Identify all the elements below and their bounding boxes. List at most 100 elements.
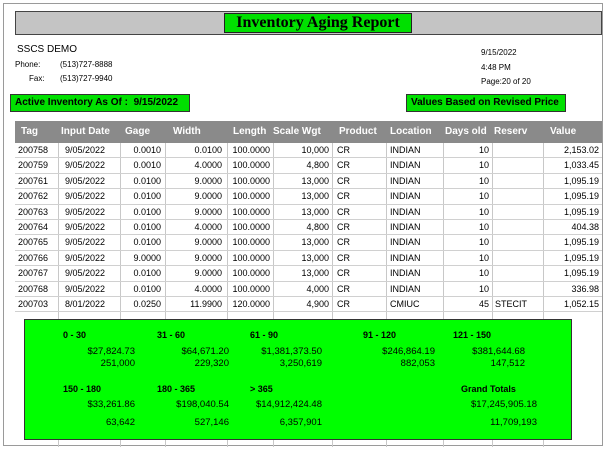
table-row: 200761 9/05/2022 0.0100 9.0000 100.0000 … [15,174,602,190]
cell-location: INDIAN [390,206,421,217]
bucket-weight: 63,642 [105,417,135,428]
bucket-label: 61 - 90 [250,330,279,340]
cell-gage: 9.0000 [133,252,161,263]
cell-tag: 200765 [18,237,49,248]
cell-value: 1,095.19 [563,237,599,248]
cell-scale-wgt: 10,000 [301,145,329,155]
column-divider [227,143,228,447]
cell-location: INDIAN [390,145,421,155]
fax-label: Fax: [29,74,45,83]
cell-location: INDIAN [390,222,421,232]
bucket-weight: 251,000 [100,358,135,369]
cell-input-date: 9/05/2022 [65,283,106,294]
cell-tag: 200758 [18,145,49,155]
table-row: 200764 9/05/2022 0.0100 4.0000 100.0000 … [15,220,602,236]
col-header-length: Length [233,126,267,137]
cell-tag: 200766 [18,252,49,263]
cell-location: CMIUC [390,299,420,309]
table-row: 200763 9/05/2022 0.0100 9.0000 100.0000 … [15,205,602,221]
cell-tag: 200761 [18,175,49,186]
cell-days-old: 10 [478,222,489,232]
report-time: 4:48 PM [481,63,511,72]
cell-length: 100.0000 [232,145,270,155]
cell-gage: 0.0100 [133,222,161,232]
cell-width: 4.0000 [194,222,222,232]
cell-length: 100.0000 [232,252,270,263]
cell-days-old: 10 [478,252,489,263]
cell-gage: 0.0100 [133,283,161,294]
bucket-label: > 365 [250,384,273,394]
cell-days-old: 10 [478,268,489,279]
active-inventory-text: Active Inventory As Of : [15,97,128,108]
cell-gage: 0.0100 [133,268,161,279]
cell-width: 4.0000 [194,160,222,171]
cell-location: INDIAN [390,237,421,248]
table-header: Tag Input Date Gage Width Length Scale W… [15,121,602,143]
cell-days-old: 10 [478,175,489,186]
cell-length: 100.0000 [232,283,270,294]
col-header-tag: Tag [21,126,39,137]
cell-reserv: STECIT [495,299,528,309]
cell-product: CR [337,222,350,232]
cell-width: 9.0000 [194,175,222,186]
cell-location: INDIAN [390,191,421,202]
col-header-location: Location [390,126,432,137]
bucket-label: Grand Totals [461,384,516,394]
cell-scale-wgt: 4,800 [306,222,329,232]
bucket-amount: $17,245,905.18 [470,399,537,410]
cell-input-date: 9/05/2022 [65,175,106,186]
cell-location: INDIAN [390,268,421,279]
cell-product: CR [337,191,350,202]
table-row: 200703 8/01/2022 0.0250 11.9900 120.0000… [15,297,602,313]
cell-length: 100.0000 [232,206,270,217]
bucket-amount: $246,864.19 [382,346,435,357]
cell-product: CR [337,283,350,294]
table-row: 200758 9/05/2022 0.0010 0.0100 100.0000 … [15,143,602,159]
table-row: 200768 9/05/2022 0.0100 4.0000 100.0000 … [15,282,602,298]
bucket-amount: $1,381,373.50 [261,346,322,357]
cell-days-old: 10 [478,160,489,171]
cell-width: 9.0000 [194,252,222,263]
bucket-weight: 147,512 [490,358,525,369]
cell-length: 100.0000 [232,268,270,279]
cell-tag: 200759 [18,160,49,171]
active-inventory-label: Active Inventory As Of : 9/15/2022 [10,94,190,112]
cell-width: 4.0000 [194,283,222,294]
cell-value: 336.98 [571,283,599,294]
cell-location: INDIAN [390,175,421,186]
bucket-label: 121 - 150 [453,330,492,340]
column-divider [332,143,333,447]
cell-product: CR [337,206,350,217]
cell-days-old: 45 [478,299,489,309]
cell-length: 100.0000 [232,237,270,248]
cell-length: 100.0000 [232,222,270,232]
cell-length: 120.0000 [232,299,270,309]
bucket-amount: $27,824.73 [87,346,135,357]
cell-value: 404.38 [571,222,599,232]
cell-value: 1,095.19 [563,268,599,279]
bucket-amount: $198,040.54 [176,399,229,410]
column-divider [443,143,444,447]
cell-days-old: 10 [478,237,489,248]
cell-value: 1,095.19 [563,252,599,263]
column-divider [120,143,121,447]
cell-scale-wgt: 4,000 [306,283,329,294]
cell-location: INDIAN [390,160,421,171]
cell-length: 100.0000 [232,160,270,171]
bucket-weight: 11,709,193 [490,417,537,428]
bucket-amount: $14,912,424.48 [255,399,322,410]
cell-product: CR [337,175,350,186]
table-row: 200765 9/05/2022 0.0100 9.0000 100.0000 … [15,235,602,252]
cell-tag: 200767 [18,268,49,279]
cell-input-date: 9/05/2022 [65,268,106,279]
bucket-label: 91 - 120 [363,330,397,340]
cell-width: 9.0000 [194,191,222,202]
phone-number: (513)727-8888 [60,60,113,69]
cell-width: 9.0000 [194,206,222,217]
cell-length: 100.0000 [232,175,270,186]
aging-summary: 0 - 30 $27,824.73 251,000 31 - 60 $64,671.20… [24,319,572,440]
cell-value: 2,153.02 [563,145,599,155]
col-header-input-date: Input Date [61,126,110,137]
bucket-amount: $64,671.20 [181,346,229,357]
bucket-label: 0 - 30 [63,330,87,340]
